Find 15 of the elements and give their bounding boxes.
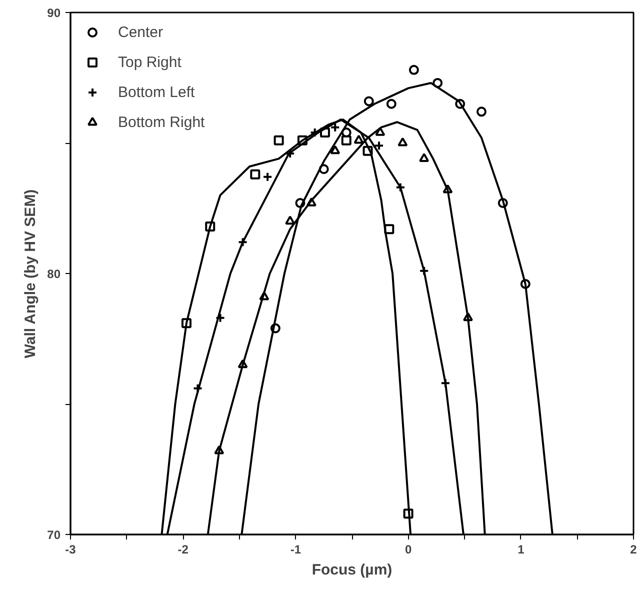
legend-label: Top Right bbox=[118, 54, 182, 70]
x-tick-label: -3 bbox=[65, 542, 76, 556]
legend-label: Center bbox=[118, 24, 164, 40]
x-tick-label: -2 bbox=[178, 542, 189, 556]
x-tick-label: 0 bbox=[404, 542, 412, 556]
x-axis-title: Focus (µm) bbox=[312, 562, 392, 578]
legend-label: Bottom Right bbox=[118, 114, 205, 130]
x-tick-label: -1 bbox=[290, 542, 302, 556]
x-tick-label: 2 bbox=[630, 542, 638, 556]
legend-label: Bottom Left bbox=[118, 84, 195, 100]
y-axis-title: Wall Angle (by HV SEM) bbox=[22, 189, 40, 358]
y-tick-label: 90 bbox=[47, 6, 61, 20]
x-tick-label: 1 bbox=[518, 542, 525, 556]
y-tick-label: 70 bbox=[47, 528, 61, 542]
y-tick-label: 80 bbox=[47, 267, 61, 281]
